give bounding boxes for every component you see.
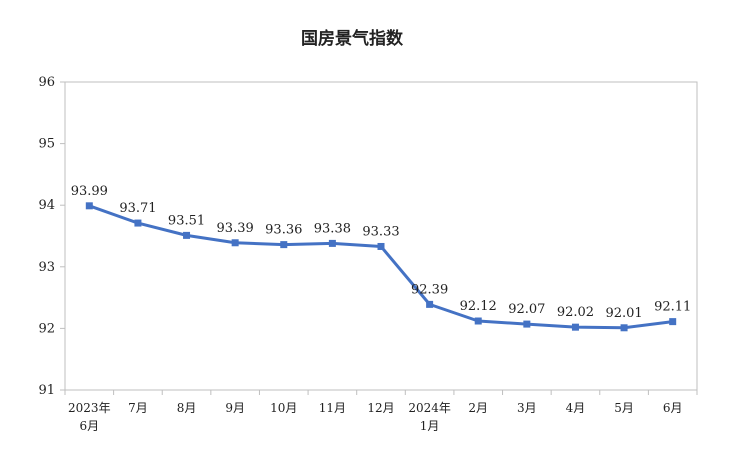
data-point <box>523 320 531 328</box>
data-point <box>620 324 628 332</box>
data-label: 93.36 <box>265 223 302 238</box>
data-point <box>474 317 482 325</box>
x-tick-label: 12月 <box>367 401 394 415</box>
y-tick-label: 94 <box>38 198 55 213</box>
data-label: 92.02 <box>557 305 594 320</box>
data-point <box>85 202 93 210</box>
data-label: 92.12 <box>460 299 497 314</box>
x-tick-label: 9月 <box>225 401 245 415</box>
plot-frame <box>64 81 698 391</box>
y-tick-label: 93 <box>38 260 55 275</box>
y-tick-label: 96 <box>38 75 55 90</box>
data-point <box>571 323 579 331</box>
y-tick-label: 95 <box>38 137 55 152</box>
x-tick-label: 10月 <box>270 401 297 415</box>
x-tick-label: 2023年 <box>68 401 111 415</box>
data-label: 93.51 <box>168 213 205 228</box>
data-point <box>328 239 336 247</box>
x-tick-label: 3月 <box>517 401 537 415</box>
y-tick-label: 92 <box>38 321 55 336</box>
data-label: 92.07 <box>508 302 545 317</box>
x-tick-label: 5月 <box>614 401 634 415</box>
data-point <box>231 239 239 247</box>
data-point <box>377 242 385 250</box>
x-tick-label: 8月 <box>177 401 197 415</box>
x-tick-label: 4月 <box>566 401 586 415</box>
data-label: 93.38 <box>314 221 351 236</box>
x-tick-label: 1月 <box>420 419 440 433</box>
x-tick-label: 6月 <box>79 419 99 433</box>
data-point <box>280 241 288 249</box>
data-label: 93.71 <box>119 201 156 216</box>
data-label: 92.01 <box>605 306 642 321</box>
data-point <box>669 318 677 326</box>
y-tick-label: 91 <box>38 383 55 398</box>
data-label: 92.11 <box>654 300 691 315</box>
data-label: 92.39 <box>411 282 448 297</box>
data-point <box>134 219 142 227</box>
series-line <box>85 202 677 332</box>
data-label: 93.99 <box>71 184 108 199</box>
x-tick-label: 2月 <box>468 401 488 415</box>
chart-title: 国房景气指数 <box>301 28 404 49</box>
data-label: 93.33 <box>362 224 399 239</box>
data-label: 93.39 <box>217 221 254 236</box>
x-tick-label: 6月 <box>663 401 683 415</box>
axes: 91 92 93 94 95 96 2023年 6月 7月 8月 9月 10月 11月 12月 2024年 1… <box>38 75 698 433</box>
data-point <box>183 231 191 239</box>
data-point <box>426 300 434 308</box>
data-labels: 93.99 93.71 93.51 93.39 93.36 93.38 93.33 92.39… <box>71 184 692 321</box>
x-tick-label: 11月 <box>319 401 346 415</box>
x-tick-label: 2024年 <box>408 401 451 415</box>
x-tick-label: 7月 <box>128 401 148 415</box>
